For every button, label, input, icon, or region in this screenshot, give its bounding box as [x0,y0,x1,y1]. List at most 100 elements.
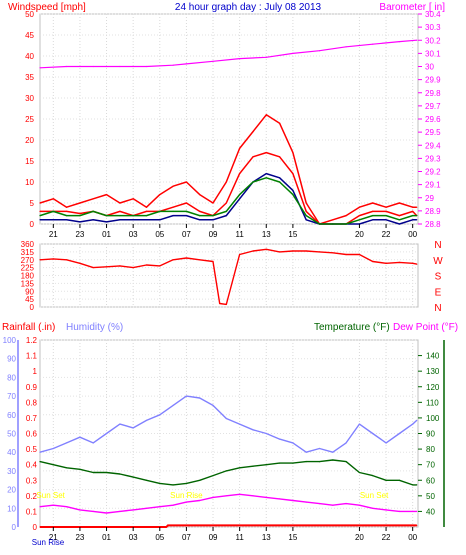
series-gust_max-point-18 [279,122,281,124]
bottom-series [39,395,418,528]
bottom-x-tick-label: 21 [49,533,58,542]
series-average-point-17 [265,173,267,175]
series-temperature-point-1 [52,464,54,466]
series-temperature-point-2 [66,467,68,469]
series-dewpoint-point-15 [239,493,241,495]
series-gust-point-12 [199,210,201,212]
series-gust_max-point-6 [119,202,121,204]
series-barometer-point-10 [292,52,294,55]
series-temperature-point-25 [372,475,374,477]
series-speed-point-11 [185,210,187,212]
series-temperature-point-11 [185,482,187,484]
barometer-axis-ticks: 28.8 28.9 29 29.1 29.2 29.3 29.4 29.5 29.6 29.7 29… [418,10,441,229]
series-gust_max-point-26 [385,206,387,208]
series-speed-point-14 [225,210,227,212]
series-temperature-point-15 [239,467,241,469]
baro-tick-label: 29 [425,194,434,203]
series-direction-point-6 [119,265,121,267]
top-x-tick-label: 07 [182,230,191,239]
series-temperature-point-26 [385,479,387,481]
series-temperature-point-13 [212,475,214,477]
series-direction-point-9 [159,265,161,267]
series-temperature-point-18 [279,462,281,464]
series-dewpoint-point-0 [39,506,41,508]
series-speed-point-15 [239,194,241,196]
humidity-tick-label: 80 [7,373,16,382]
series-gust_max-point-5 [105,194,108,196]
series-gust-point-25 [372,210,374,212]
series-gust_max-point-4 [92,198,94,200]
series-direction-point-4 [92,267,94,269]
rain-tick-label: 0.1 [26,507,38,516]
series-average-point-25 [372,219,374,221]
top-x-ticks: 21 23 01 03 05 07 09 11 13 15 20 22 00 [49,224,418,239]
wind-tick-label: 35 [25,73,34,82]
series-humidity-point-14 [225,417,227,420]
rain-tick-label: 1 [33,367,38,376]
series-dewpoint-point-8 [145,507,148,509]
series-temperature-point-10 [172,484,174,486]
series-average-point-18 [279,177,281,179]
wind-tick-label: 5 [30,199,35,208]
series-gust_max-point-23 [345,215,347,217]
dir-tick-label: 360 [21,240,35,249]
rainfall-label: Rainfall (.in) [2,322,55,333]
rain-tick-label: 0.8 [26,398,38,407]
wind-tick-label: 10 [25,178,34,187]
rain-tick-label: 0.7 [26,414,38,423]
series-temperature-point-14 [225,470,227,472]
series-speed [39,177,417,225]
series-temperature-point-4 [92,471,94,474]
series-gust_max-point-13 [212,202,214,204]
series-temperature-point-6 [119,473,121,475]
series-gust_max-point-14 [225,181,227,183]
series-temperature-point-29 [416,484,418,486]
series-barometer-point-1 [66,65,68,68]
temp-tick-label: 70 [426,461,435,470]
top-x-tick-label: 15 [288,230,297,239]
top-x-tick-label: 13 [262,230,271,239]
series-temperature-point-21 [318,461,321,463]
series-gust-point-19 [292,173,294,175]
temp-tick-label: 60 [426,476,435,485]
humidity-tick-label: 20 [7,486,16,495]
series-temperature-point-9 [159,482,161,484]
series-direction [39,248,417,306]
sun-set-marker-2: Sun Set [360,491,389,500]
temperature-axis-ticks: 40 50 60 70 80 90 100 110 120 130 140 [418,340,445,527]
series-gust-point-6 [119,210,121,212]
dir-tick-label: 225 [21,264,35,273]
wind-tick-label: 0 [30,220,35,229]
series-gust_max-point-11 [185,181,187,183]
series-speed-point-10 [172,210,174,212]
series-temperature-point-22 [332,459,334,461]
series-humidity-point-1 [52,447,54,450]
series-humidity-point-2 [66,442,68,444]
series-gust-point-16 [252,156,254,158]
series-speed-point-3 [79,215,81,217]
series-gust-point-15 [239,173,241,175]
series-barometer-point-15 [416,39,418,41]
wind-tick-label: 50 [25,10,34,19]
series-dewpoint-point-28 [412,510,414,512]
wind-tick-label: 30 [25,94,34,103]
humidity-tick-label: 30 [7,467,16,476]
rain-axis-ticks: 0 0.1 0.2 0.3 0.4 0.5 0.6 0.7 0.8 0.9 1 1.1 1.2 [26,336,38,532]
series-dewpoint-point-9 [159,506,161,508]
series-humidity-point-17 [265,432,267,435]
bottom-x-tick-label: 09 [209,533,218,542]
bottom-x-tick-label: 05 [155,533,164,542]
series-speed-point-6 [119,215,121,217]
series-speed-point-28 [412,215,414,217]
temp-tick-label: 100 [426,414,440,423]
series-speed-point-24 [358,219,360,221]
wind-axis-ticks: 0 5 10 15 20 25 30 35 40 45 50 [25,10,34,229]
series-average-point-0 [39,219,41,221]
compass-label: S [435,272,442,283]
sun-rise-bottom-label: Sun Rise [32,538,65,547]
rain-tick-label: 0.4 [26,461,38,470]
baro-tick-label: 29.9 [425,76,441,85]
rain-tick-label: 0.9 [26,383,38,392]
